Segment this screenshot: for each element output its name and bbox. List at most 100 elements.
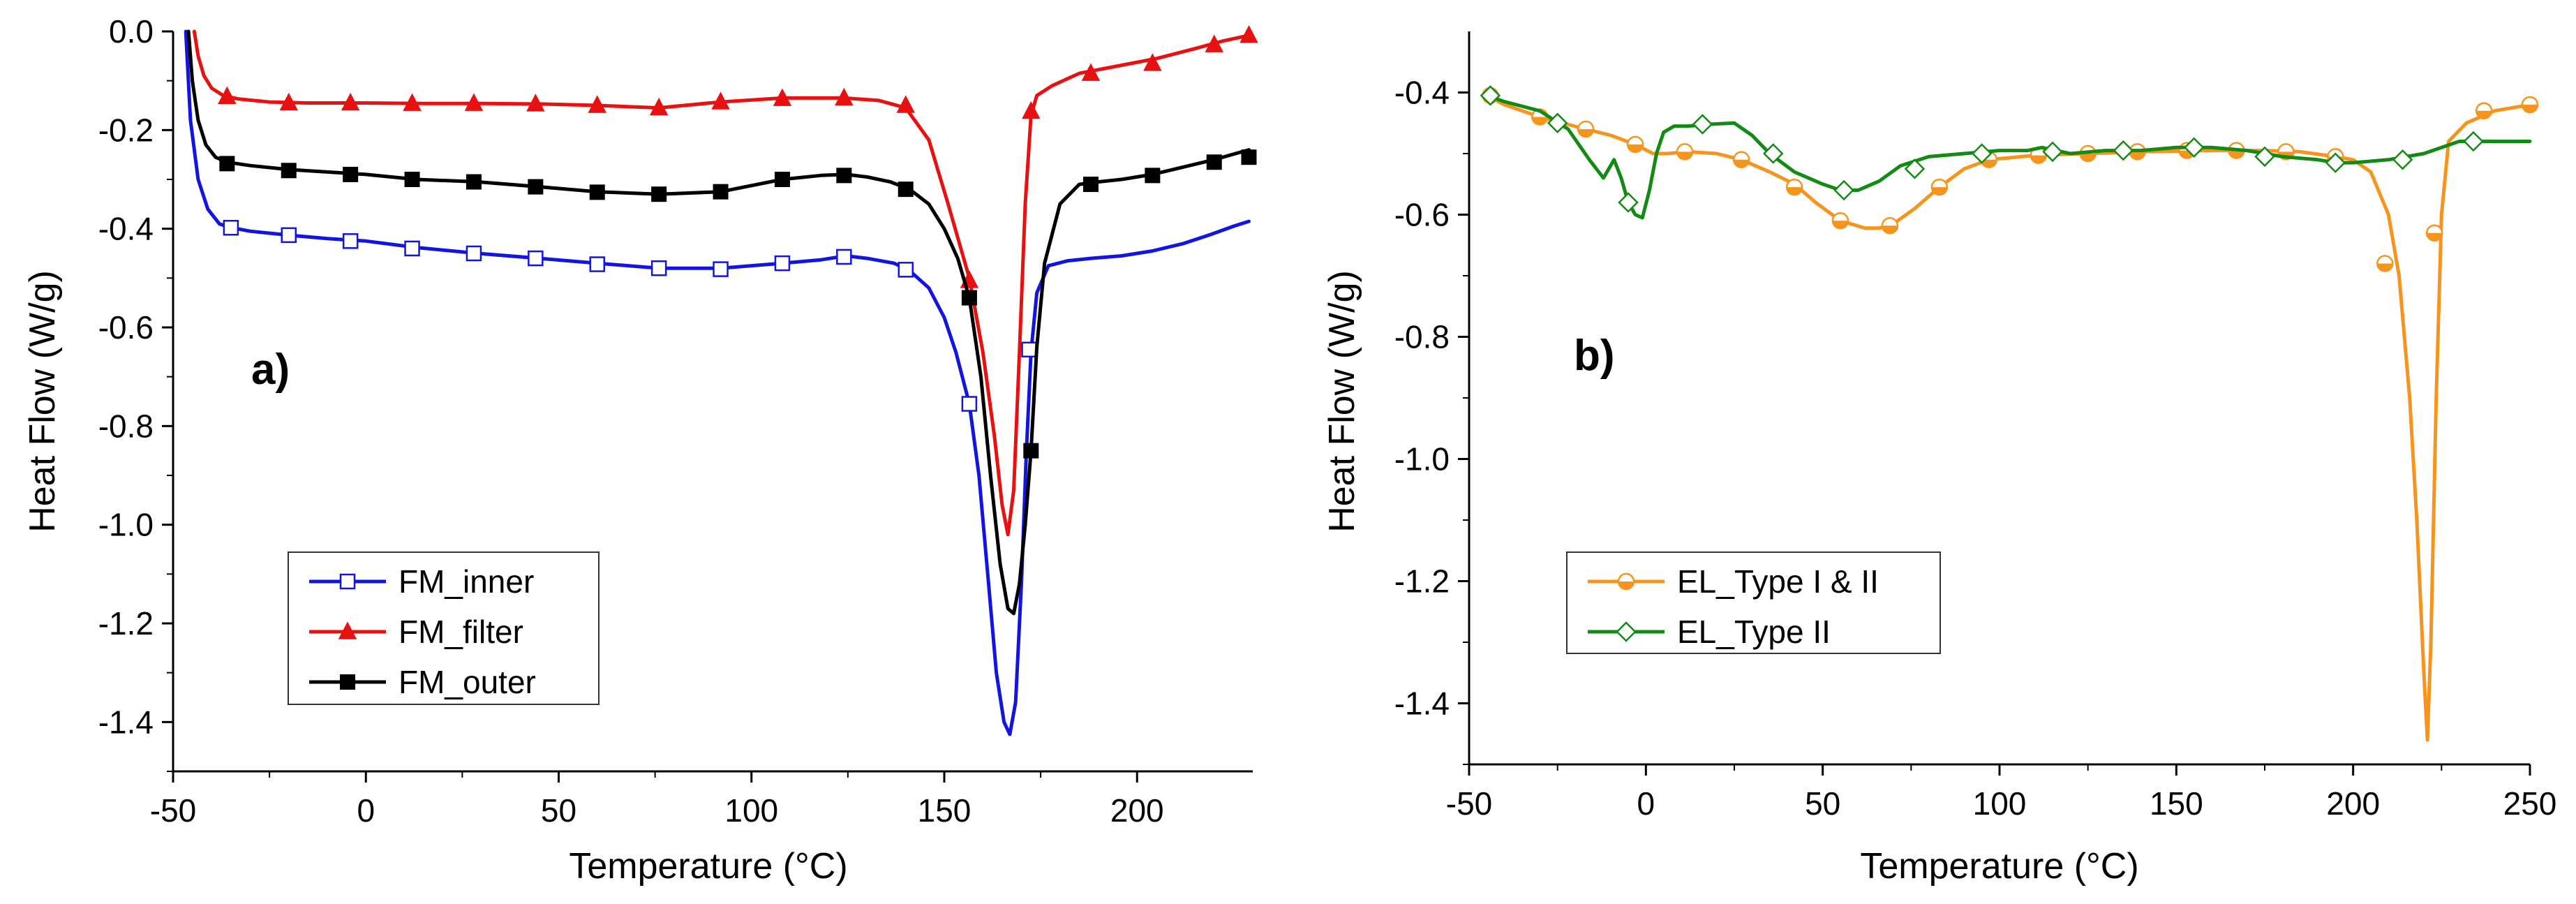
- y-tick-label: -0.6: [1394, 197, 1450, 233]
- series-line: [184, 29, 1251, 736]
- data-point: [279, 92, 298, 111]
- panel-a-axes: [172, 31, 1253, 773]
- data-point: [218, 86, 237, 105]
- panel-b-x-axis-title: Temperature (°C): [1860, 846, 2138, 887]
- panel-b-curves: [1480, 85, 2539, 742]
- x-tick-label: -50: [150, 792, 196, 829]
- y-tick-label: -0.8: [98, 408, 154, 444]
- data-point: [898, 181, 914, 198]
- data-point: [2521, 96, 2539, 114]
- data-point: [773, 88, 792, 106]
- data-point: [589, 256, 605, 272]
- data-point: [2463, 131, 2484, 152]
- legend-entry: FM_inner: [309, 563, 534, 600]
- panel-b-ticks: -50 0 50 100 150 200 250 -0.4 -0.6 -0.8 -1.0 -1.2 -1…: [1394, 75, 2557, 822]
- y-tick-label: -0.4: [1394, 75, 1450, 111]
- x-tick-label: -50: [1446, 785, 1492, 822]
- panel-b-axes: [1468, 31, 2530, 766]
- y-tick-label: -1.0: [98, 507, 154, 543]
- series-line: [186, 29, 1251, 616]
- x-tick-label: 150: [918, 792, 971, 829]
- data-point: [343, 166, 359, 182]
- legend-marker: [340, 674, 355, 690]
- legend-marker: [339, 573, 356, 590]
- data-point: [961, 290, 977, 306]
- data-point: [281, 227, 297, 244]
- data-point: [1021, 341, 1037, 358]
- panel-a-y-axis-title: Heat Flow (W/g): [22, 270, 63, 533]
- data-point: [1081, 63, 1101, 81]
- data-point: [2475, 102, 2493, 119]
- y-tick-label: -1.2: [1394, 563, 1450, 600]
- legend-label: FM_filter: [399, 614, 523, 650]
- data-point: [1904, 158, 1926, 179]
- data-point: [1971, 143, 1993, 164]
- data-point: [223, 220, 239, 236]
- y-tick-label: -0.6: [98, 309, 154, 346]
- data-point: [774, 255, 791, 272]
- data-point: [1930, 178, 1949, 196]
- series-line: [1484, 94, 2532, 742]
- y-tick-label: -1.0: [1394, 441, 1450, 477]
- legend-entry: FM_outer: [309, 664, 536, 700]
- data-point: [1145, 168, 1161, 184]
- data-point: [341, 92, 360, 111]
- data-point: [1692, 114, 1713, 135]
- data-point: [342, 233, 359, 249]
- x-tick-label: 0: [357, 792, 375, 829]
- data-point: [464, 93, 484, 111]
- panel-a-label: a): [251, 346, 290, 394]
- panel-b-legend: EL_Type I & II EL_Type II: [1566, 551, 1941, 654]
- data-point: [1206, 154, 1222, 170]
- data-point: [896, 95, 915, 113]
- legend-entry: EL_Type II: [1588, 614, 1831, 650]
- series-fm-outer: [186, 29, 1257, 616]
- data-point: [2113, 140, 2134, 161]
- x-tick-label: 0: [1637, 785, 1655, 822]
- data-point: [711, 91, 730, 110]
- y-tick-label: -0.2: [98, 112, 154, 148]
- data-point: [1785, 178, 1803, 196]
- data-point: [649, 97, 669, 116]
- data-point: [713, 261, 729, 277]
- data-point: [1082, 177, 1099, 193]
- data-point: [1241, 149, 1257, 165]
- data-point: [1022, 101, 1041, 119]
- y-tick-label: 0.0: [109, 13, 154, 50]
- panel-b: -50 0 50 100 150 200 250 -0.4 -0.6 -0.8 -1.0 -1.2 -1…: [1322, 31, 2556, 887]
- data-point: [1626, 135, 1644, 154]
- data-point: [1239, 25, 1258, 43]
- data-point: [651, 186, 667, 202]
- legend-label: EL_Type II: [1677, 614, 1831, 650]
- legend-entry: EL_Type I & II: [1588, 563, 1879, 600]
- data-point: [528, 179, 544, 195]
- series-fm-filter: [192, 25, 1258, 537]
- data-point: [1833, 179, 1854, 201]
- series-fm-inner: [184, 29, 1251, 736]
- legend-label: FM_inner: [399, 563, 534, 600]
- data-point: [2392, 149, 2413, 170]
- data-point: [1143, 53, 1162, 71]
- x-tick-label: 100: [724, 792, 778, 829]
- data-point: [2183, 137, 2205, 158]
- legend-entry: FM_filter: [309, 614, 523, 650]
- panel-a-legend: FM_inner FM_filter FM_outer: [288, 551, 600, 705]
- y-tick-label: -0.8: [1394, 319, 1450, 355]
- panel-a-curves: [184, 25, 1258, 736]
- data-point: [1547, 112, 1568, 134]
- data-point: [1480, 85, 1501, 106]
- data-point: [466, 245, 482, 262]
- data-point: [589, 184, 605, 200]
- data-point: [898, 262, 914, 278]
- data-point: [1618, 192, 1639, 213]
- x-tick-label: 50: [541, 792, 576, 829]
- data-point: [466, 174, 482, 190]
- legend-label: FM_outer: [399, 664, 536, 700]
- data-point: [774, 172, 790, 187]
- legend-marker: [338, 621, 357, 639]
- panel-b-label: b): [1574, 332, 1615, 380]
- data-point: [961, 396, 978, 412]
- legend-marker: [1617, 572, 1635, 591]
- data-point: [588, 95, 606, 113]
